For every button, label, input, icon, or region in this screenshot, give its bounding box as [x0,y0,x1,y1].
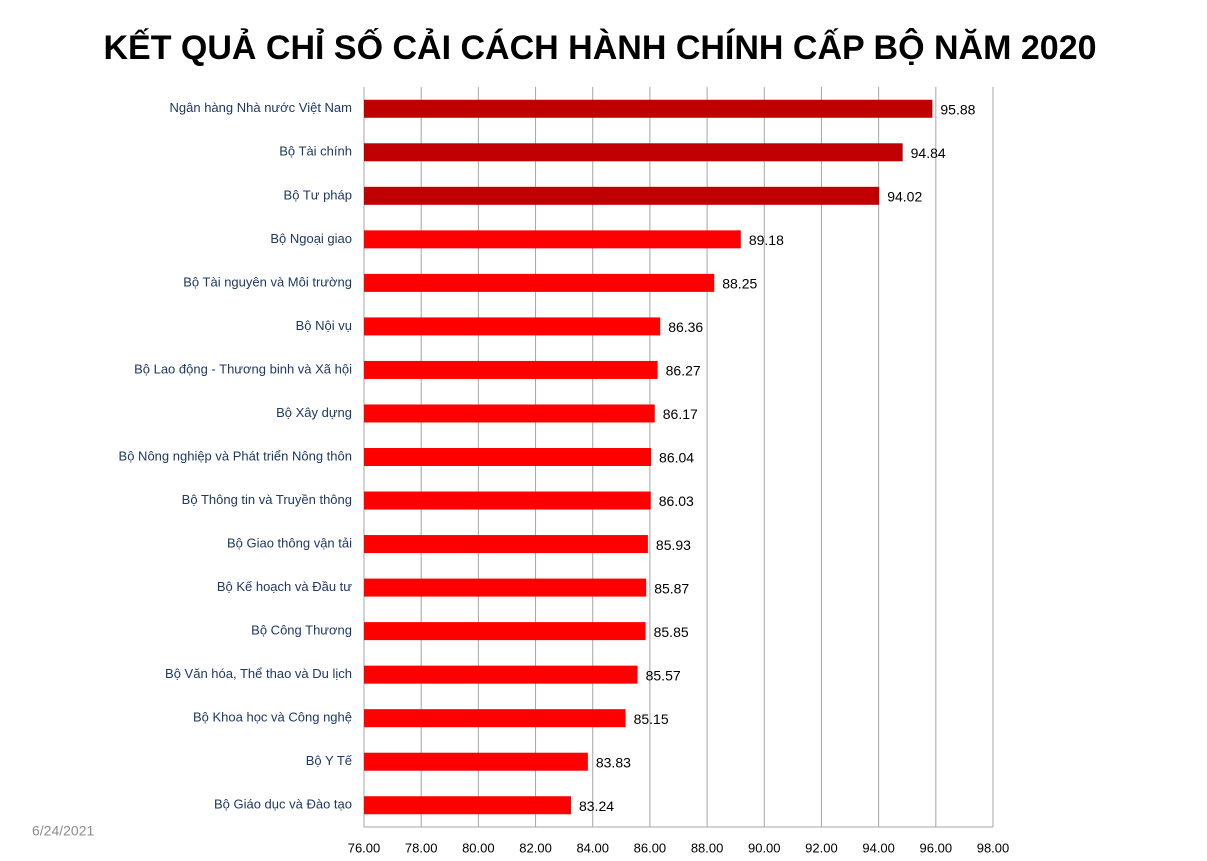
bar [364,665,638,684]
bar [364,404,655,423]
value-label: 83.24 [579,798,614,814]
value-label: 86.27 [666,363,701,379]
value-label: 88.25 [722,276,757,292]
value-label: 86.03 [659,493,694,509]
bar [364,752,588,771]
bar [364,186,880,205]
x-tick-label: 84.00 [576,840,609,855]
bar [364,491,651,510]
value-label: 89.18 [749,232,784,248]
value-label: 85.57 [646,667,681,683]
x-tick-label: 86.00 [634,840,667,855]
y-tick-label: Ngân hàng Nhà nước Việt Nam [170,100,352,115]
y-tick-label: Bộ Thông tin và Truyền thông [182,492,352,507]
chart-title: KẾT QUẢ CHỈ SỐ CẢI CÁCH HÀNH CHÍNH CẤP B… [103,28,1096,67]
value-label: 85.15 [634,711,669,727]
bar [364,622,646,641]
y-tick-label: Bộ Tài chính [279,144,352,159]
bar [364,535,648,554]
x-tick-label: 98.00 [977,840,1010,855]
y-tick-label: Bộ Công Thương [251,623,352,638]
y-tick-label: Bộ Khoa học và Công nghệ [193,710,352,725]
bar [364,230,741,249]
y-tick-label: Bộ Ngoại giao [270,231,352,246]
bar [364,317,661,336]
bar [364,796,571,815]
y-tick-label: Bộ Xây dựng [276,405,352,420]
bar [364,709,626,728]
value-label: 95.88 [940,101,975,117]
value-label: 86.36 [668,319,703,335]
x-tick-label: 82.00 [519,840,552,855]
x-tick-label: 78.00 [405,840,438,855]
y-tick-label: Bộ Kế hoạch và Đầu tư [217,579,352,594]
value-label: 83.83 [596,754,631,770]
value-label: 94.02 [887,189,922,205]
x-tick-label: 80.00 [462,840,495,855]
y-tick-label: Bộ Tư pháp [284,187,352,202]
bar [364,99,933,118]
y-tick-label: Bộ Tài nguyên và Môi trường [183,274,352,289]
y-tick-label: Bộ Lao động - Thương binh và Xã hội [134,361,352,376]
footer-date: 6/24/2021 [32,823,94,839]
value-label: 85.87 [654,580,689,596]
bar [364,578,647,597]
value-label: 86.04 [659,450,694,466]
x-tick-label: 88.00 [691,840,724,855]
y-tick-label: Bộ Nội vụ [296,318,352,333]
bar [364,143,903,162]
y-tick-label: Bộ Nông nghiệp và Phát triển Nông thôn [119,448,352,463]
bar [364,448,652,466]
bar [364,273,715,292]
y-tick-label: Bộ Giao thông vận tải [227,535,352,550]
y-tick-label: Bộ Y Tế [306,753,353,768]
bar [364,360,658,379]
value-label: 86.17 [663,406,698,422]
y-tick-label: Bộ Giáo dục và Đào tạo [214,797,352,812]
x-tick-label: 96.00 [920,840,953,855]
y-tick-label: Bộ Văn hóa, Thể thao và Du lịch [165,666,352,681]
x-tick-label: 90.00 [748,840,781,855]
x-tick-label: 94.00 [862,840,895,855]
x-tick-label: 76.00 [348,840,381,855]
x-tick-label: 92.00 [805,840,838,855]
value-label: 94.84 [911,145,946,161]
value-label: 85.93 [656,537,691,553]
value-label: 85.85 [654,624,689,640]
